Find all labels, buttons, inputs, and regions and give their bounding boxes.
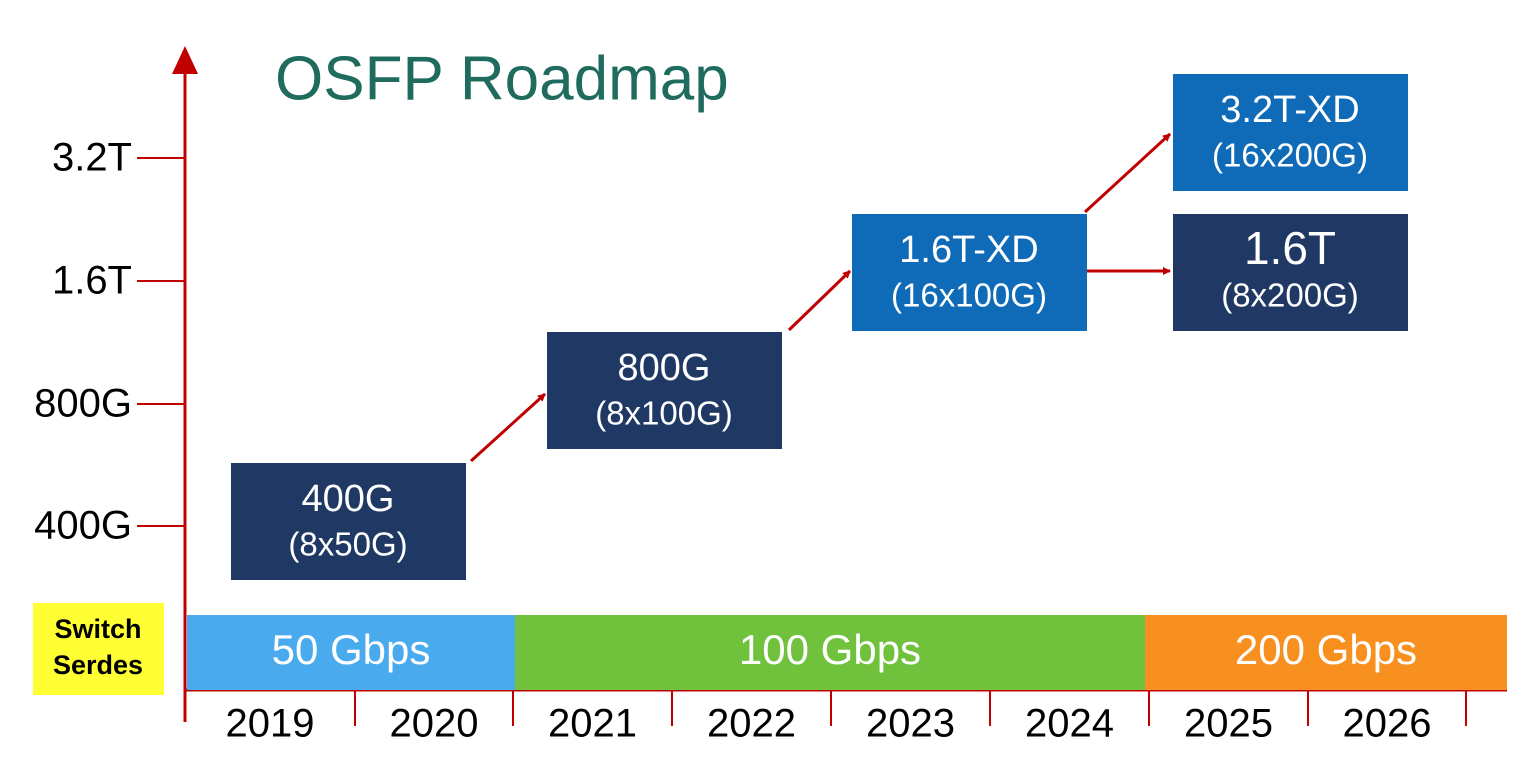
- box-label: 3.2T-XD: [1220, 89, 1359, 131]
- y-label: 800G: [34, 382, 132, 426]
- y-label: 400G: [34, 504, 132, 548]
- year-label: 2020: [390, 702, 479, 746]
- box-sublabel: (8x50G): [288, 526, 407, 563]
- y-axis-arrow: [172, 46, 198, 74]
- roadmap-box: [852, 214, 1087, 331]
- box-label: 1.6T-XD: [899, 229, 1038, 271]
- serdes-band-label: 100 Gbps: [739, 626, 921, 673]
- box-label: 400G: [302, 478, 395, 520]
- year-label: 2023: [866, 702, 955, 746]
- arrow: [1083, 132, 1172, 214]
- serdes-label-box: [33, 603, 164, 695]
- serdes-label: Switch Serdes: [53, 614, 143, 680]
- serdes-band: [515, 615, 1145, 690]
- box-label: 800G: [618, 347, 711, 389]
- y-label: 1.6T: [52, 259, 132, 303]
- serdes-band-label: 50 Gbps: [272, 626, 431, 673]
- year-label: 2025: [1184, 702, 1273, 746]
- roadmap-box: [1173, 74, 1408, 191]
- box-sublabel: (16x200G): [1212, 137, 1368, 174]
- y-label: 3.2T: [52, 136, 132, 180]
- year-label: 2024: [1025, 702, 1114, 746]
- title: OSFP Roadmap: [275, 44, 729, 113]
- serdes-band: [1145, 615, 1507, 690]
- arrow: [469, 392, 547, 463]
- roadmap-box: [1173, 214, 1408, 331]
- box-label: 1.6T: [1244, 222, 1336, 274]
- roadmap-box: [547, 332, 782, 449]
- year-label: 2022: [707, 702, 796, 746]
- box-sublabel: (8x100G): [595, 395, 733, 432]
- box-sublabel: (16x100G): [891, 277, 1047, 314]
- year-label: 2026: [1343, 702, 1432, 746]
- serdes-band: [187, 615, 515, 690]
- year-label: 2019: [226, 702, 315, 746]
- arrow: [787, 269, 852, 332]
- roadmap-box: [231, 463, 466, 580]
- year-label: 2021: [548, 702, 637, 746]
- box-sublabel: (8x200G): [1221, 277, 1359, 314]
- serdes-band-label: 200 Gbps: [1235, 626, 1417, 673]
